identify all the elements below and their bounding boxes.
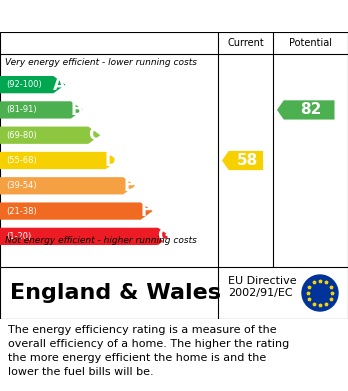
Text: Current: Current: [227, 38, 264, 48]
Polygon shape: [277, 100, 334, 120]
Text: Very energy efficient - lower running costs: Very energy efficient - lower running co…: [5, 58, 197, 67]
Text: The energy efficiency rating is a measure of the
overall efficiency of a home. T: The energy efficiency rating is a measur…: [8, 325, 289, 377]
Text: England & Wales: England & Wales: [10, 283, 221, 303]
Polygon shape: [0, 203, 153, 220]
Text: 82: 82: [300, 102, 322, 117]
Text: Not energy efficient - higher running costs: Not energy efficient - higher running co…: [5, 236, 197, 245]
Text: E: E: [124, 177, 135, 195]
Text: (81-91): (81-91): [6, 106, 37, 115]
Text: A: A: [53, 75, 66, 93]
Text: B: B: [71, 101, 83, 119]
Text: Energy Efficiency Rating: Energy Efficiency Rating: [10, 7, 258, 25]
Text: (39-54): (39-54): [6, 181, 37, 190]
Polygon shape: [0, 177, 135, 194]
Text: (21-38): (21-38): [6, 206, 37, 215]
Text: (1-20): (1-20): [6, 232, 31, 241]
Polygon shape: [0, 152, 118, 169]
Text: (69-80): (69-80): [6, 131, 37, 140]
Polygon shape: [0, 101, 83, 118]
Text: D: D: [105, 151, 119, 170]
Polygon shape: [222, 151, 263, 170]
Text: EU Directive
2002/91/EC: EU Directive 2002/91/EC: [228, 276, 296, 298]
Text: (92-100): (92-100): [6, 80, 42, 89]
Text: F: F: [141, 202, 152, 220]
Circle shape: [302, 275, 338, 311]
Text: Potential: Potential: [289, 38, 332, 48]
Polygon shape: [0, 228, 170, 245]
Text: C: C: [88, 126, 101, 144]
Polygon shape: [0, 76, 65, 93]
Polygon shape: [0, 127, 100, 144]
Text: 58: 58: [237, 153, 258, 168]
Text: (55-68): (55-68): [6, 156, 37, 165]
Text: G: G: [157, 227, 171, 246]
